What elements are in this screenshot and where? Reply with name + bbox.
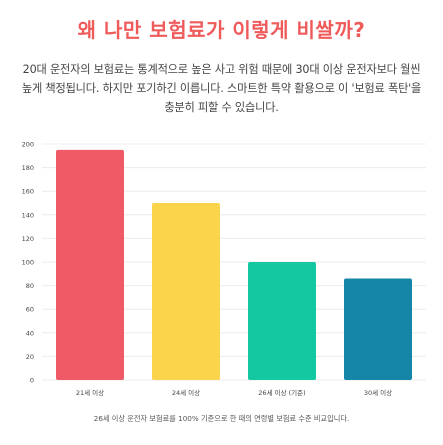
y-axis-ticks: 0 20 40 60 80 100 120 140 160 180 200 xyxy=(22,141,34,385)
chart-bars xyxy=(56,149,412,380)
y-tick-label: 180 xyxy=(22,164,34,172)
y-tick-label: 80 xyxy=(26,282,34,290)
x-tick-label: 26세 이상 (기준) xyxy=(258,388,305,397)
y-tick-label: 120 xyxy=(22,235,34,243)
y-tick-label: 160 xyxy=(22,188,34,196)
x-tick-label: 24세 이상 xyxy=(172,388,200,397)
bar-chart: 0 20 40 60 80 100 120 140 160 180 200 21세 이상 24세 이상… xyxy=(22,141,426,397)
chart-title: 왜 나만 보험료가 이렇게 비쌀까? xyxy=(77,18,366,42)
y-tick-label: 20 xyxy=(26,353,34,361)
chart-footnote: 26세 이상 운전자 보험료를 100% 기준으로 한 때의 연령별 보험료 수… xyxy=(93,414,350,423)
y-tick-label: 140 xyxy=(22,211,34,219)
x-tick-label: 21세 이상 xyxy=(76,388,104,397)
bar xyxy=(344,278,412,380)
y-tick-label: 200 xyxy=(22,141,34,149)
bar xyxy=(248,262,316,380)
x-tick-label: 30세 이상 xyxy=(364,388,392,397)
y-tick-label: 40 xyxy=(26,329,34,337)
y-tick-label: 100 xyxy=(22,259,34,267)
bar xyxy=(56,149,124,380)
x-axis-ticks: 21세 이상 24세 이상 26세 이상 (기준) 30세 이상 xyxy=(76,388,392,397)
y-tick-label: 60 xyxy=(26,306,34,314)
y-tick-label: 0 xyxy=(30,377,34,385)
bar xyxy=(152,203,220,380)
chart-description: 20대 운전자의 보험료는 통계적으로 높은 사고 위험 때문에 30대 이상 … xyxy=(21,63,422,114)
